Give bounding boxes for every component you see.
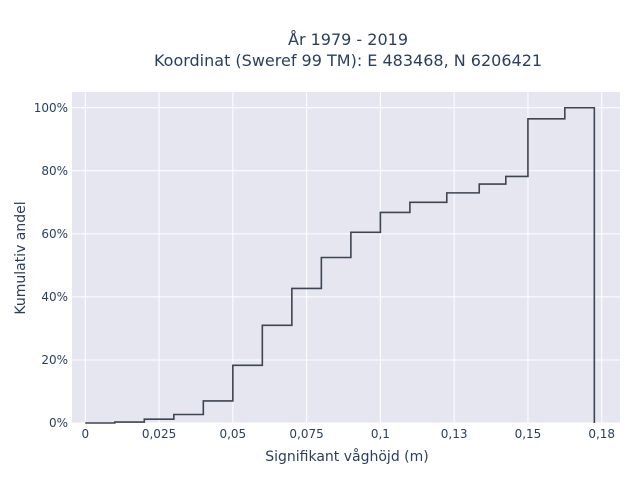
chart-title-line1: År 1979 - 2019 — [288, 30, 408, 49]
y-tick-label: 0% — [49, 416, 68, 430]
y-tick-label: 100% — [34, 101, 68, 115]
y-tick-label: 80% — [41, 164, 68, 178]
y-tick-label: 60% — [41, 227, 68, 241]
x-tick-label: 0,075 — [289, 427, 323, 441]
chart-title-line2: Koordinat (Sweref 99 TM): E 483468, N 62… — [154, 51, 542, 70]
x-axis-title: Signifikant våghöjd (m) — [265, 448, 428, 465]
y-tick-label: 20% — [41, 353, 68, 367]
x-tick-label: 0,1 — [371, 427, 390, 441]
x-axis-ticks: 0 0,025 0,05 0,075 0,1 0,13 0,15 0,18 — [81, 427, 615, 441]
x-tick-label: 0,15 — [515, 427, 542, 441]
x-tick-label: 0,025 — [142, 427, 176, 441]
x-tick-label: 0,05 — [219, 427, 246, 441]
x-tick-label: 0,18 — [588, 427, 615, 441]
x-tick-label: 0,13 — [441, 427, 468, 441]
x-tick-label: 0 — [81, 427, 89, 441]
grid-lines — [72, 92, 620, 424]
y-tick-label: 40% — [41, 290, 68, 304]
y-axis-ticks: 0% 20% 40% 60% 80% 100% — [34, 101, 68, 430]
y-axis-title: Kumulativ andel — [13, 201, 29, 314]
cumulative-step-line — [85, 106, 596, 424]
